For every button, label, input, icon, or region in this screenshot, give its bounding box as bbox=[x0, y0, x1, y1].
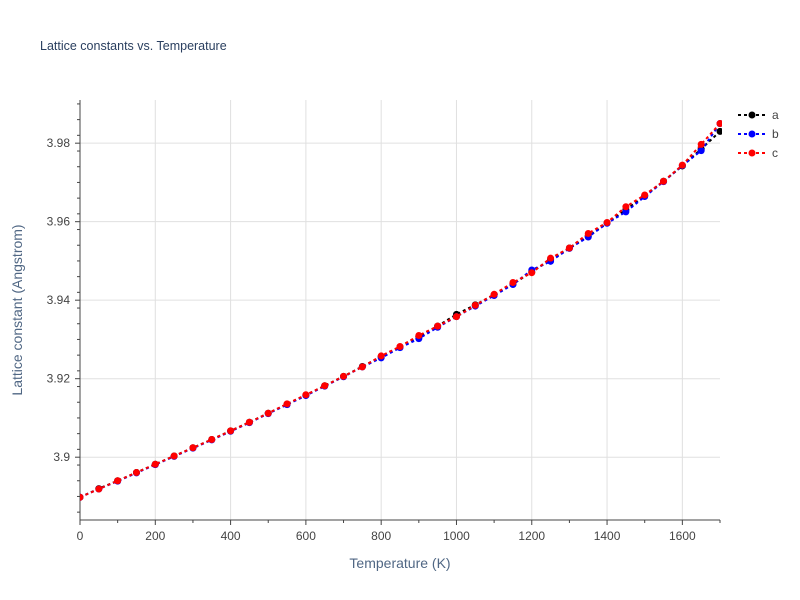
data-point-c bbox=[660, 177, 668, 185]
x-tick-label: 200 bbox=[145, 529, 165, 543]
x-tick-label: 1600 bbox=[669, 529, 696, 543]
data-point-c bbox=[170, 452, 178, 460]
data-point-c bbox=[283, 400, 291, 408]
legend-marker-c bbox=[748, 149, 756, 157]
data-point-c bbox=[509, 279, 517, 287]
data-point-c bbox=[452, 313, 460, 321]
axes bbox=[79, 100, 720, 521]
data-point-c bbox=[697, 140, 705, 148]
data-point-c bbox=[302, 391, 310, 399]
data-point-c bbox=[208, 436, 216, 444]
data-point-a bbox=[716, 127, 722, 135]
data-point-c bbox=[565, 244, 573, 252]
legend-marker-a bbox=[748, 111, 756, 119]
y-tick-label: 3.96 bbox=[47, 215, 71, 229]
x-tick-label: 1000 bbox=[443, 529, 470, 543]
legend-label-b: b bbox=[772, 127, 779, 141]
data-point-b bbox=[622, 208, 630, 216]
data-point-c bbox=[321, 382, 329, 390]
legend-item-c[interactable]: c bbox=[738, 146, 778, 160]
data-point-c bbox=[490, 290, 498, 298]
plot-area bbox=[80, 120, 722, 501]
legend-label-c: c bbox=[772, 146, 778, 160]
data-point-c bbox=[358, 363, 366, 371]
data-point-c bbox=[641, 191, 649, 199]
legend-marker-b bbox=[748, 130, 756, 138]
x-axis-ticks: 0 200 400 600 800 1000 1200 1400 1600 bbox=[77, 520, 721, 543]
data-point-c bbox=[227, 427, 235, 435]
data-point-c bbox=[114, 477, 122, 485]
data-point-c bbox=[528, 269, 536, 277]
x-axis-title: Temperature (K) bbox=[349, 555, 450, 571]
data-point-c bbox=[622, 203, 630, 211]
x-tick-label: 0 bbox=[77, 529, 84, 543]
x-tick-label: 600 bbox=[296, 529, 316, 543]
series-line-c bbox=[80, 122, 721, 499]
grid-lines bbox=[80, 100, 720, 520]
y-tick-label: 3.92 bbox=[47, 372, 71, 386]
y-tick-label: 3.94 bbox=[47, 293, 71, 307]
legend[interactable]: abc bbox=[738, 108, 779, 160]
data-point-c bbox=[377, 352, 385, 360]
x-tick-label: 800 bbox=[371, 529, 391, 543]
data-point-c bbox=[547, 254, 555, 262]
series-c bbox=[80, 120, 722, 501]
data-point-c bbox=[95, 485, 103, 493]
chart-title: Lattice constants vs. Temperature bbox=[40, 39, 227, 53]
data-point-c bbox=[189, 444, 197, 452]
data-point-c bbox=[80, 493, 84, 501]
y-tick-label: 3.98 bbox=[47, 136, 71, 150]
data-point-c bbox=[584, 229, 592, 237]
data-point-c bbox=[471, 301, 479, 309]
data-point-c bbox=[396, 343, 404, 351]
legend-item-a[interactable]: a bbox=[738, 108, 779, 122]
x-tick-label: 1400 bbox=[594, 529, 621, 543]
data-point-c bbox=[415, 332, 423, 340]
data-point-c bbox=[603, 218, 611, 226]
y-tick-label: 3.9 bbox=[53, 450, 70, 464]
data-point-c bbox=[434, 322, 442, 330]
y-axis-title: Lattice constant (Angstrom) bbox=[9, 224, 25, 395]
data-point-c bbox=[132, 469, 140, 477]
data-point-c bbox=[245, 418, 253, 426]
y-axis-ticks: 3.9 3.92 3.94 3.96 3.98 bbox=[47, 103, 80, 513]
x-tick-label: 400 bbox=[221, 529, 241, 543]
data-point-c bbox=[340, 372, 348, 380]
data-point-c bbox=[151, 460, 159, 468]
data-point-c bbox=[678, 161, 686, 169]
legend-item-b[interactable]: b bbox=[738, 127, 779, 141]
x-tick-label: 1200 bbox=[518, 529, 545, 543]
data-point-c bbox=[264, 409, 272, 417]
legend-label-a: a bbox=[772, 108, 779, 122]
data-point-b bbox=[697, 147, 705, 155]
data-point-c bbox=[716, 120, 722, 128]
